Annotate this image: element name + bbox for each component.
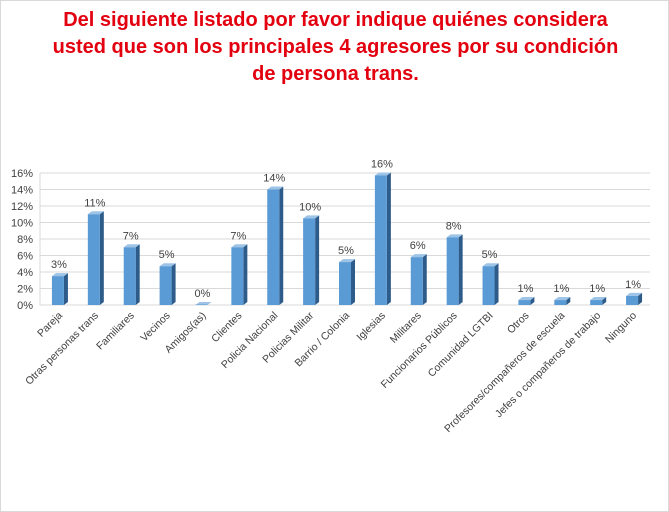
bar bbox=[51, 276, 64, 305]
bar-top bbox=[446, 234, 463, 238]
bar-top bbox=[303, 215, 320, 219]
bar bbox=[267, 189, 280, 305]
bar-top bbox=[51, 273, 68, 277]
data-label: 7% bbox=[230, 230, 246, 242]
y-tick-label: 4% bbox=[17, 267, 33, 279]
bar bbox=[339, 262, 351, 305]
bar-side bbox=[458, 234, 463, 305]
bar-top bbox=[410, 254, 427, 258]
category-label: Vecinos bbox=[138, 310, 172, 344]
bar-side bbox=[171, 263, 176, 305]
y-tick-label: 12% bbox=[11, 201, 33, 213]
bar bbox=[626, 295, 639, 305]
bar-top bbox=[159, 263, 176, 267]
chart-title-line-2: usted que son los principales 4 agresore… bbox=[52, 36, 619, 58]
bar-side bbox=[386, 172, 391, 305]
category-label: Clientes bbox=[209, 310, 244, 345]
data-label: 5% bbox=[338, 245, 354, 257]
bar-side bbox=[63, 273, 68, 305]
bar bbox=[374, 175, 387, 305]
category-label: Otros bbox=[505, 310, 532, 337]
y-tick-label: 16% bbox=[11, 168, 33, 180]
category-label: Militares bbox=[388, 310, 424, 346]
y-tick-label: 10% bbox=[11, 218, 33, 230]
bar-side bbox=[638, 292, 643, 305]
data-label: 5% bbox=[482, 249, 498, 261]
bar-side bbox=[530, 297, 535, 305]
bar-top bbox=[123, 244, 140, 248]
bar-top bbox=[87, 211, 104, 215]
data-label: 7% bbox=[123, 230, 139, 242]
bar bbox=[482, 266, 495, 305]
bar-top bbox=[554, 297, 571, 301]
data-label: 1% bbox=[589, 283, 605, 295]
data-label: 1% bbox=[625, 279, 641, 291]
category-label: Iglesias bbox=[354, 310, 388, 344]
bar bbox=[446, 237, 459, 305]
category-label: Familiares bbox=[94, 310, 137, 353]
bar-side bbox=[422, 254, 427, 305]
bar-top bbox=[339, 259, 355, 263]
data-label: 5% bbox=[159, 249, 175, 261]
data-label: 1% bbox=[553, 283, 569, 295]
bar-side bbox=[243, 244, 248, 305]
category-label: Comunidad LGTBI bbox=[426, 310, 496, 380]
bar-top bbox=[518, 297, 535, 301]
bar-side bbox=[602, 297, 607, 305]
bar bbox=[159, 266, 172, 305]
bar-top bbox=[374, 172, 391, 176]
bar-top bbox=[482, 263, 499, 267]
bar-side bbox=[279, 186, 284, 305]
chart-title-line-3: de persona trans. bbox=[252, 63, 419, 85]
bar bbox=[410, 257, 423, 305]
bar-top bbox=[590, 297, 607, 301]
bar bbox=[231, 247, 244, 305]
bar-side bbox=[315, 215, 320, 305]
y-tick-label: 2% bbox=[17, 284, 33, 296]
bar bbox=[87, 214, 100, 305]
category-label: Pareja bbox=[35, 310, 65, 340]
bar bbox=[303, 218, 316, 305]
data-label: 0% bbox=[195, 288, 211, 300]
y-tick-label: 6% bbox=[17, 251, 33, 263]
data-label: 6% bbox=[410, 240, 426, 252]
category-label: Ninguno bbox=[603, 310, 639, 346]
bar-side bbox=[494, 263, 499, 305]
bar bbox=[590, 300, 603, 305]
bar-side bbox=[566, 297, 571, 305]
chart-title: Del siguiente listado por favor indique … bbox=[21, 7, 650, 88]
bar-top bbox=[267, 186, 284, 190]
bar bbox=[554, 300, 567, 305]
data-label: 16% bbox=[371, 158, 393, 170]
chart-title-line-1: Del siguiente listado por favor indique … bbox=[63, 9, 608, 31]
bar-top bbox=[195, 302, 212, 305]
data-label: 10% bbox=[299, 201, 321, 213]
bar-side bbox=[351, 259, 355, 305]
data-label: 1% bbox=[517, 283, 533, 295]
data-label: 14% bbox=[263, 173, 285, 185]
bar-side bbox=[99, 211, 104, 305]
bar bbox=[518, 300, 531, 305]
data-label: 3% bbox=[51, 259, 67, 271]
y-tick-label: 0% bbox=[17, 300, 33, 312]
y-tick-label: 14% bbox=[11, 185, 33, 197]
category-label: Otras personas trans bbox=[23, 310, 101, 388]
bar-side bbox=[135, 244, 140, 305]
data-label: 8% bbox=[446, 220, 462, 232]
bar bbox=[123, 247, 136, 305]
data-label: 11% bbox=[84, 197, 105, 209]
bar bbox=[195, 304, 208, 305]
bar-top bbox=[231, 244, 248, 248]
bar-top bbox=[626, 292, 643, 296]
y-tick-label: 8% bbox=[17, 234, 33, 246]
